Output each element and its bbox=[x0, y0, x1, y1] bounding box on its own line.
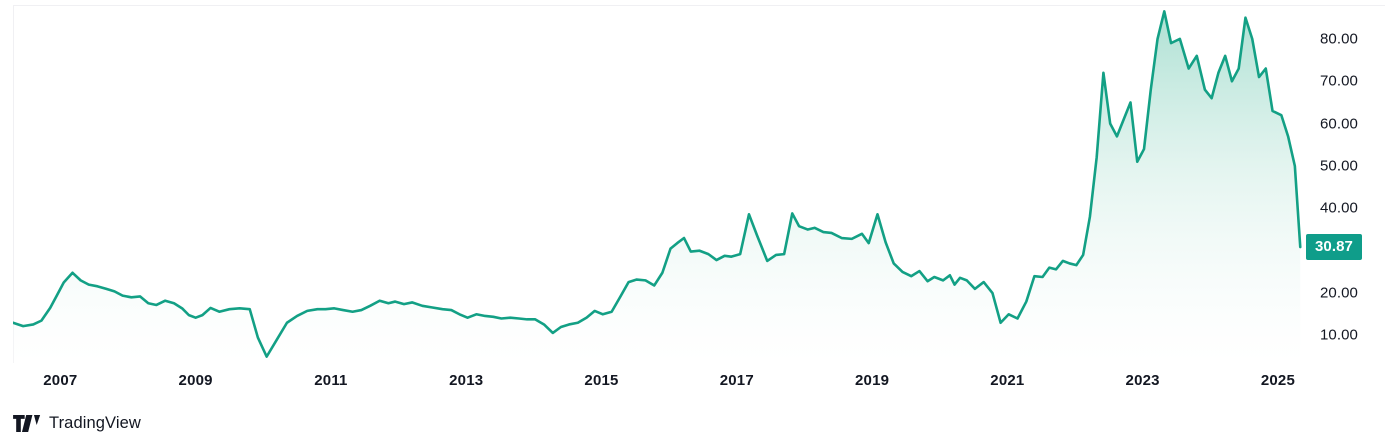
price-axis-tick: 70.00 bbox=[1319, 72, 1358, 90]
price-area-fill bbox=[13, 11, 1301, 363]
time-axis-tick: 2019 bbox=[854, 372, 890, 389]
time-axis-tick: 2023 bbox=[1125, 372, 1160, 389]
price-axis-tick: 50.00 bbox=[1319, 157, 1358, 175]
time-axis-tick: 2025 bbox=[1260, 372, 1296, 389]
time-axis-tick: 2017 bbox=[719, 372, 754, 389]
price-axis-tick: 20.00 bbox=[1319, 284, 1358, 302]
current-price-badge[interactable]: 30.87 bbox=[1305, 234, 1362, 261]
price-axis-tick: 80.00 bbox=[1319, 30, 1358, 48]
time-axis-tick: 2021 bbox=[990, 372, 1025, 389]
time-axis-tick: 2015 bbox=[584, 372, 619, 389]
price-axis-tick: 10.00 bbox=[1319, 326, 1358, 344]
time-axis[interactable]: 2007 2009 2011 2013 2015 2017 2019 2021 2023 2025 bbox=[0, 366, 1394, 396]
time-axis-tick: 2007 bbox=[43, 372, 78, 389]
tradingview-logo-icon bbox=[13, 415, 41, 432]
price-axis[interactable]: 10.00 20.00 40.00 50.00 60.00 70.00 80.00 30.87 bbox=[1305, 0, 1394, 364]
tradingview-brand[interactable]: TradingView bbox=[13, 415, 141, 432]
time-axis-tick: 2013 bbox=[449, 372, 484, 389]
price-axis-tick: 40.00 bbox=[1319, 199, 1358, 217]
chart-plot-area[interactable] bbox=[13, 5, 1305, 363]
time-axis-tick: 2011 bbox=[314, 372, 348, 389]
price-line bbox=[13, 10, 1302, 358]
time-axis-tick: 2009 bbox=[178, 372, 213, 389]
price-axis-tick: 60.00 bbox=[1319, 115, 1358, 133]
chart-frame bbox=[13, 5, 1385, 363]
price-area-chart bbox=[13, 10, 1302, 363]
tradingview-brand-label: TradingView bbox=[49, 414, 141, 433]
